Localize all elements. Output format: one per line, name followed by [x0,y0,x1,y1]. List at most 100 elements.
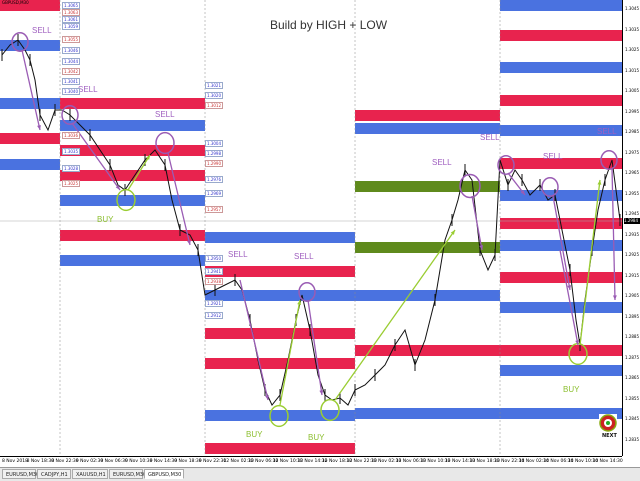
signal-arrow [127,154,151,191]
chart-canvas [0,0,622,456]
price-tick-label: 1.3035 [625,26,639,32]
level-label: 1.2921 [205,300,223,307]
price-tick-label: 1.2915 [625,272,639,278]
signal-arrow [279,299,301,406]
price-tick-label: 1.3025 [625,47,639,52]
signal-circle [497,155,515,175]
signal-circle [298,282,316,302]
price-tick-label: 1.2895 [625,313,639,319]
price-band [205,232,355,243]
sell-annotation: SELL [78,85,98,94]
chart-tab[interactable]: EURUSD,M30 [109,469,146,479]
level-label: 1.3059 [62,23,80,30]
level-label: 1.3042 [62,68,80,75]
level-label: 1.2957 [205,206,223,213]
chart-area[interactable]: GBPUSD,M30 Build by HIGH + LOW SELL SELL… [0,0,622,456]
price-band [500,240,622,251]
price-line [1,39,621,406]
level-label: 1.3028 [62,165,80,172]
price-tick-label: 1.2945 [625,211,639,216]
time-tick-label: 12 Nov 22:30 [346,459,377,464]
level-label: 1.2998 [205,150,223,157]
arrow-head [265,395,269,400]
level-label: 1.3040 [62,88,80,95]
level-label: 1.3046 [62,47,80,54]
price-band [205,443,355,454]
price-band [500,95,622,106]
level-label: 1.3041 [62,78,80,85]
arrow-head [187,240,191,245]
price-band [60,98,205,109]
logo-seal-icon [599,414,617,432]
time-tick-label: 12 Nov 10:30 [272,459,303,464]
buy-annotation: BUY [246,430,263,439]
level-label: 1.3044 [62,58,80,65]
price-band [355,123,500,134]
price-tick-label: 1.2845 [625,416,639,421]
time-tick-label: 12 Nov 18:30 [321,459,353,464]
signal-circle [600,150,618,170]
signal-arrow [579,179,601,346]
sell-annotation: SELL [597,127,617,136]
time-axis[interactable]: 8 Nov 2018 8 Nov 18:30 8 Nov 22:30 9 Nov 02… [0,456,623,468]
price-tick-label: 1.2885 [625,334,639,339]
time-tick-label: 13 Nov 10:30 [420,459,451,464]
price-band [500,408,622,419]
price-band [60,255,205,266]
arrow-head [612,295,617,300]
arrow-head [597,180,602,185]
price-tick-label: 1.3045 [625,6,639,11]
price-band [355,181,500,192]
time-tick-label: 12 Nov 14:30 [297,459,328,464]
time-tick-label: 9 Nov 10:30 [125,459,153,464]
time-tick-label: 13 Nov 18:30 [469,459,500,464]
level-label: 1.3021 [205,82,223,89]
price-band [205,410,355,421]
time-tick-label: 13 Nov 02:30 [371,459,402,464]
price-band [355,408,500,419]
price-tick-label: 1.2935 [625,231,639,237]
price-tick-label: 1.2835 [625,436,639,442]
chart-tab[interactable]: EURUSD,M30 [2,469,39,479]
price-band [500,30,622,41]
level-label: 1.2912 [205,312,223,319]
price-band [500,345,622,356]
sell-annotation: SELL [32,26,52,35]
signal-arrow [307,299,323,396]
level-label: 1.2938 [205,278,223,285]
level-label: 1.3004 [205,140,223,147]
price-band [500,158,622,169]
signal-circle [155,131,175,155]
level-label: 1.2969 [205,190,223,197]
buy-annotation: BUY [308,433,325,442]
price-axis[interactable]: 1.3045 1.3035 1.3025 1.3015 1.3005 1.2995 1.29… [622,0,640,456]
arrow-head [479,245,484,250]
signal-circle [459,173,481,199]
symbol-label: GBPUSD,M30 [2,0,29,5]
sell-annotation: SELL [294,252,314,261]
chart-tab[interactable]: GBPUSD,M30 [144,469,184,479]
arrow-head [520,190,525,195]
level-label: 1.2990 [205,160,223,167]
price-band [500,272,622,283]
signal-arrow [507,172,526,196]
price-band [205,358,355,369]
arrow-head [297,300,302,305]
time-tick-label: 9 Nov 02:30 [75,459,104,464]
time-tick-label: 8 Nov 22:30 [51,459,79,464]
time-tick-label: 9 Nov 18:30 [174,459,202,464]
signal-circle [541,177,559,197]
time-tick-label: 13 Nov 22:30 [494,459,525,464]
arrow-head [145,155,150,160]
price-tick-label: 1.2985 [625,129,639,134]
level-label: 1.3035 [62,148,80,155]
chart-tab[interactable]: CADJPY,H1 [37,469,71,479]
time-tick-label: 9 Nov 06:30 [100,459,128,464]
price-band [500,0,622,11]
price-band [60,170,205,181]
price-tick-label: 1.3015 [625,67,639,73]
price-band [60,120,205,131]
level-label: 1.3065 [62,2,80,9]
chart-tab[interactable]: XAUUSD,H1 [72,469,108,479]
signal-circle [61,105,79,125]
